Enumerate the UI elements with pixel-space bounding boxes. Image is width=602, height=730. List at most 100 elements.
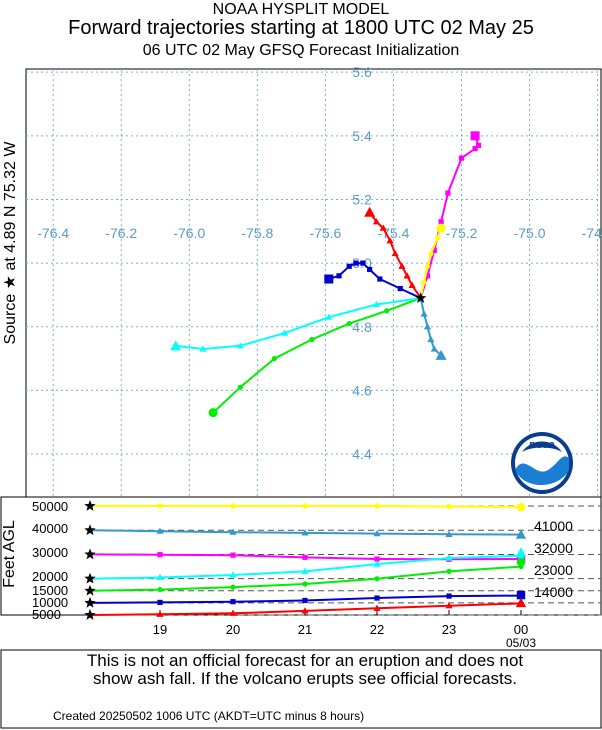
- map-trajectory-point: [408, 281, 416, 288]
- disclaimer-line-1: This is not an official forecast for an …: [86, 651, 524, 670]
- height-tick-label-right: 14000: [534, 584, 573, 600]
- map-lon-tick-label: -75.0: [514, 225, 546, 241]
- height-trajectory-point: [230, 584, 236, 590]
- height-start-star-icon: [84, 524, 96, 536]
- height-trajectory-point: [301, 607, 309, 614]
- height-trajectory-point: [446, 503, 452, 510]
- map-trajectory-point: [237, 384, 243, 390]
- height-trajectory-point: [302, 554, 308, 560]
- footer-frame: [0, 649, 602, 729]
- height-trajectory-line: [89, 594, 522, 604]
- map-lon-tick-label: -74.8: [582, 225, 602, 241]
- noaa-logo-wave: [515, 456, 569, 486]
- map-trajectory-point: [346, 263, 352, 269]
- height-start-star-icon: [84, 548, 96, 560]
- height-start-star-icon: [84, 596, 96, 608]
- time-tick-label: 19: [153, 622, 167, 637]
- height-trajectory-point: [157, 586, 163, 593]
- title-line-2: Forward trajectories starting at 1800 UT…: [68, 17, 534, 39]
- map-trajectory-point: [377, 276, 383, 282]
- map-trajectory-point: [397, 285, 403, 292]
- map-trajectory-point: [384, 308, 390, 314]
- map-trajectory-point: [391, 249, 399, 257]
- source-star-icon: [415, 292, 427, 303]
- height-trajectory-point: [373, 530, 381, 537]
- height-trajectory-point: [515, 547, 527, 557]
- map-trajectory-line: [175, 297, 421, 351]
- map-frame: [25, 68, 602, 498]
- map-trajectory-point: [364, 206, 376, 217]
- map-trajectory-line: [328, 262, 422, 300]
- height-start-star-icon: [84, 609, 96, 620]
- map-lat-tick-label: 4.6: [352, 382, 372, 398]
- map-trajectory-line: [212, 297, 422, 414]
- map-trajectory-point: [324, 274, 334, 284]
- map-trajectory-point: [398, 262, 406, 269]
- map-trajectory-point: [386, 237, 394, 244]
- height-tick-label-left: 30000: [32, 545, 68, 560]
- map-trajectory-point: [353, 260, 359, 266]
- map-trajectory-point: [470, 131, 480, 141]
- height-tick-label-left: 15000: [32, 583, 68, 598]
- title-line-3: 06 UTC 02 May GFSQ Forecast Initializati…: [142, 42, 460, 59]
- map-lat-tick-label: 5.4: [352, 128, 372, 144]
- map-trajectory-point: [208, 408, 218, 418]
- height-start-star-icon: [84, 572, 96, 584]
- map-trajectory-point: [346, 320, 352, 327]
- title-line-1: NOAA HYSPLIT MODEL: [212, 1, 390, 18]
- height-trajectory-point: [446, 568, 452, 575]
- time-tick-label: 23: [442, 622, 456, 637]
- map-trajectory-point: [170, 340, 182, 351]
- height-trajectory-point: [374, 503, 380, 509]
- map-lat-tick-label: 4.8: [352, 319, 372, 335]
- height-trajectory-point: [445, 530, 453, 537]
- map-lon-tick-label: -75.8: [241, 225, 273, 241]
- map-trajectory-point: [431, 247, 437, 253]
- height-trajectory-line: [89, 552, 522, 580]
- time-tick-sublabel: 05/03: [506, 636, 536, 650]
- height-trajectory-point: [374, 595, 380, 601]
- map-trajectory-point: [428, 250, 434, 257]
- created-timestamp: Created 20250502 1006 UTC (AKDT=UTC minu…: [53, 709, 365, 723]
- map-trajectory-point: [423, 323, 432, 330]
- height-trajectory-point: [373, 560, 381, 567]
- map-trajectory-point: [199, 345, 207, 352]
- height-trajectory-point: [515, 529, 527, 539]
- map-trajectory-point: [367, 266, 373, 273]
- time-tick-label: 00: [514, 622, 528, 637]
- height-trajectory-point: [230, 503, 236, 509]
- map-lat-tick-label: 4.4: [352, 446, 372, 462]
- map-trajectory-point: [236, 342, 244, 349]
- noaa-logo-bird: [522, 441, 562, 452]
- map-trajectory-point: [336, 273, 342, 279]
- map-trajectory-point: [309, 336, 315, 343]
- height-trajectory-point: [302, 503, 308, 509]
- map-trajectory-point: [436, 223, 446, 233]
- height-tick-label-left: 40000: [32, 521, 68, 536]
- disclaimer-line-2: show ash fall. If the volcano erupts see…: [93, 669, 517, 688]
- height-tick-label-left: 10000: [32, 595, 68, 610]
- noaa-logo: noaa: [511, 432, 573, 494]
- height-axis-label: Feet AGL: [1, 520, 18, 588]
- map-trajectory-point: [430, 345, 438, 352]
- height-trajectory-point: [516, 590, 526, 600]
- height-trajectory-point: [157, 599, 163, 606]
- map-trajectory-line: [419, 297, 442, 357]
- height-tick-label-right: 41000: [534, 518, 573, 534]
- map-trajectory-point: [435, 235, 441, 241]
- time-tick-label: 22: [370, 622, 384, 637]
- map-trajectory-point: [360, 260, 366, 266]
- height-trajectory-point: [229, 528, 237, 535]
- height-tick-label-left: 5000: [32, 607, 61, 622]
- height-tick-label-right: 32000: [534, 540, 573, 556]
- height-trajectory-line: [89, 553, 522, 561]
- map-trajectory-point: [271, 355, 277, 362]
- map-trajectory-point: [421, 279, 427, 285]
- height-tick-label-left: 20000: [32, 569, 68, 584]
- height-trajectory-point: [445, 554, 453, 561]
- height-trajectory-point: [446, 593, 452, 599]
- height-trajectory-point: [157, 552, 163, 558]
- height-trajectory-point: [156, 573, 164, 581]
- height-trajectory-point: [515, 597, 527, 608]
